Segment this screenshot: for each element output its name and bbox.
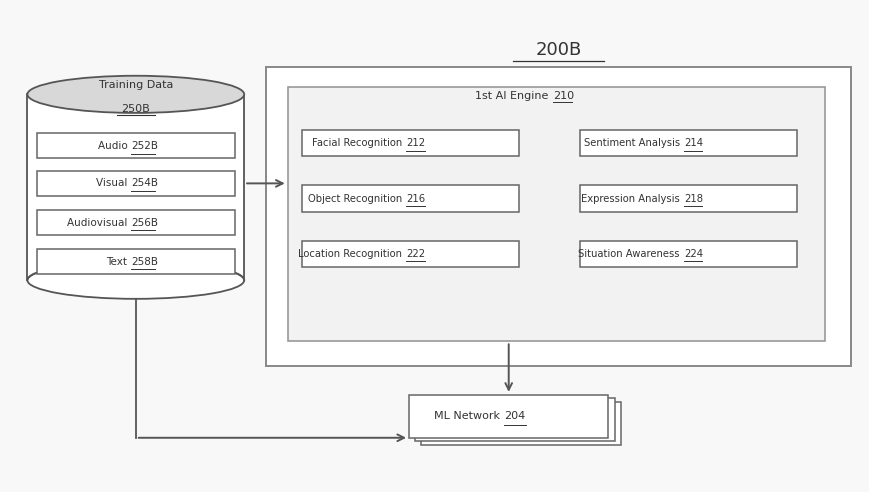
Text: 254B: 254B [131, 179, 158, 188]
FancyBboxPatch shape [36, 210, 235, 235]
Text: Visual: Visual [96, 179, 130, 188]
Text: 258B: 258B [131, 257, 158, 267]
Text: Facial Recognition: Facial Recognition [312, 138, 405, 148]
FancyBboxPatch shape [28, 94, 244, 280]
Text: 212: 212 [406, 138, 425, 148]
Text: 218: 218 [683, 193, 702, 204]
FancyBboxPatch shape [288, 87, 825, 341]
FancyBboxPatch shape [579, 130, 796, 156]
FancyBboxPatch shape [36, 249, 235, 275]
FancyBboxPatch shape [415, 398, 614, 441]
Ellipse shape [28, 262, 244, 299]
Text: 250B: 250B [122, 104, 150, 114]
Text: Text: Text [106, 257, 130, 267]
Text: 210: 210 [553, 91, 574, 101]
FancyBboxPatch shape [579, 185, 796, 212]
Text: Situation Awareness: Situation Awareness [578, 249, 682, 259]
FancyBboxPatch shape [302, 185, 519, 212]
FancyBboxPatch shape [36, 133, 235, 158]
Ellipse shape [28, 76, 244, 113]
Text: Audiovisual: Audiovisual [67, 217, 130, 227]
Text: 204: 204 [504, 411, 525, 421]
FancyBboxPatch shape [266, 67, 850, 366]
FancyBboxPatch shape [421, 401, 620, 445]
FancyBboxPatch shape [302, 241, 519, 267]
Text: 222: 222 [406, 249, 425, 259]
FancyBboxPatch shape [302, 130, 519, 156]
Text: ML Network: ML Network [434, 411, 503, 421]
Text: 200B: 200B [534, 41, 581, 59]
Text: 214: 214 [683, 138, 702, 148]
Text: Object Recognition: Object Recognition [308, 193, 405, 204]
Text: Sentiment Analysis: Sentiment Analysis [583, 138, 682, 148]
FancyBboxPatch shape [579, 241, 796, 267]
Text: 224: 224 [683, 249, 702, 259]
Text: 1st AI Engine: 1st AI Engine [474, 91, 552, 101]
Text: 252B: 252B [131, 141, 158, 151]
FancyBboxPatch shape [408, 395, 607, 438]
Text: 216: 216 [406, 193, 425, 204]
Text: Training Data: Training Data [98, 80, 173, 91]
Text: Audio: Audio [97, 141, 130, 151]
Text: Expression Analysis: Expression Analysis [580, 193, 682, 204]
Text: Location Recognition: Location Recognition [298, 249, 405, 259]
FancyBboxPatch shape [36, 171, 235, 196]
Text: 256B: 256B [131, 217, 158, 227]
